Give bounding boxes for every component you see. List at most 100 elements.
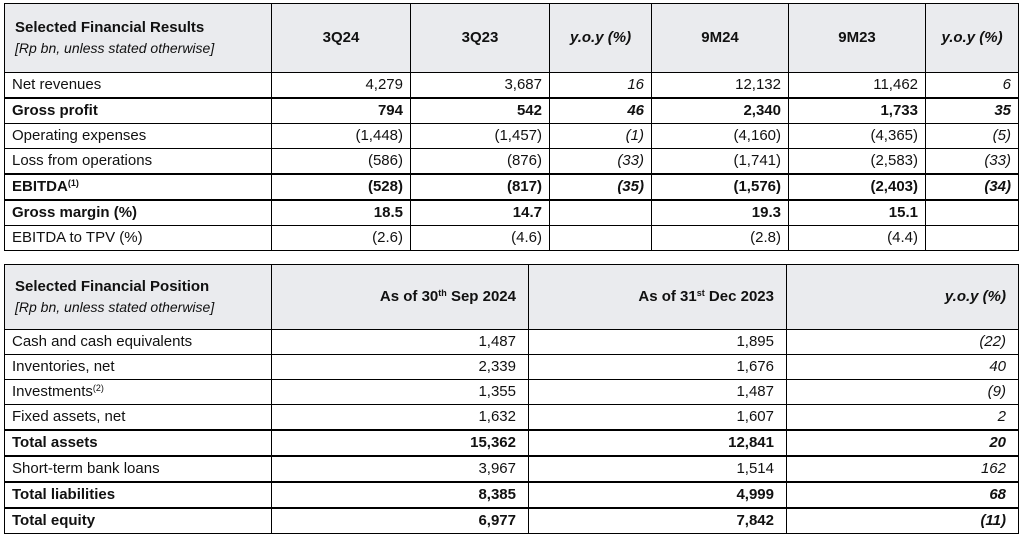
table-cell: 2,340 [651,97,789,124]
table-cell: (2,583) [788,148,926,175]
table-cell: 2,339 [271,354,529,380]
table-row: Gross margin (%) 18.5 14.7 19.3 15.1 [4,199,1019,226]
table-cell: 19.3 [651,199,789,226]
table-cell: 6 [925,72,1019,99]
table-cell: 162 [786,455,1019,483]
row-label: Operating expenses [4,123,272,149]
table-row: Total liabilities 8,385 4,999 68 [4,481,1019,509]
row-label: Short-term bank loans [4,455,272,483]
table-cell: (33) [925,148,1019,175]
column-header-text: As of 31 [638,288,697,305]
table-cell: 1,514 [528,455,787,483]
table-cell: 3,967 [271,455,529,483]
column-header-dec-2023: As of 31st Dec 2023 [528,264,787,330]
column-header-text: Sep 2024 [446,288,516,305]
table-cell: (2.6) [271,225,411,251]
table-cell: 40 [786,354,1019,380]
table-row: Loss from operations (586) (876) (33) (1… [4,148,1019,175]
row-label-text: EBITDA [12,178,68,195]
table-cell: (4.6) [410,225,550,251]
table-title: Selected Financial Results [15,19,205,36]
table-cell: (4,365) [788,123,926,149]
table-row: Investments(2) 1,355 1,487 (9) [4,379,1019,405]
table-title-cell: Selected Financial Position [Rp bn, unle… [4,264,272,330]
table-cell: 1,487 [528,379,787,405]
table-cell: (1,741) [651,148,789,175]
table-cell: (33) [549,148,652,175]
table-cell [925,199,1019,226]
table-cell: 7,842 [528,507,787,534]
row-label: Cash and cash equivalents [4,329,272,355]
table-cell [549,199,652,226]
table-header-row: Selected Financial Position [Rp bn, unle… [4,264,1019,330]
table-row: Cash and cash equivalents 1,487 1,895 (2… [4,329,1019,355]
row-label-text: Investments [12,383,93,400]
ordinal-suffix: st [696,288,705,298]
row-label: EBITDA to TPV (%) [4,225,272,251]
table-cell: 1,355 [271,379,529,405]
table-cell: (22) [786,329,1019,355]
table-cell: 2 [786,404,1019,431]
table-cell: 20 [786,429,1019,457]
table-cell: 15.1 [788,199,926,226]
table-cell: 15,362 [271,429,529,457]
table-cell: 4,999 [528,481,787,509]
table-row: Gross profit 794 542 46 2,340 1,733 35 [4,97,1019,124]
column-header-yoy-9m: y.o.y (%) [925,3,1019,73]
row-label: Investments(2) [4,379,272,405]
row-label: Inventories, net [4,354,272,380]
table-cell: (1,457) [410,123,550,149]
table-row: Operating expenses (1,448) (1,457) (1) (… [4,123,1019,149]
table-cell: 1,895 [528,329,787,355]
table-cell: (1) [549,123,652,149]
table-cell: (4,160) [651,123,789,149]
table-row: Total assets 15,362 12,841 20 [4,429,1019,457]
table-cell: (9) [786,379,1019,405]
table-cell: (11) [786,507,1019,534]
table-cell: 12,841 [528,429,787,457]
table-cell: 18.5 [271,199,411,226]
table-cell: 3,687 [410,72,550,99]
footnote-marker: (1) [67,178,79,188]
table-cell [549,225,652,251]
table-cell: 46 [549,97,652,124]
financial-position-table: Selected Financial Position [Rp bn, unle… [4,264,1019,534]
footnote-marker: (2) [92,383,104,393]
column-header-text: As of 30 [379,288,439,305]
table-cell: 16 [549,72,652,99]
table-header-row: Selected Financial Results [Rp bn, unles… [4,3,1019,73]
table-cell: (586) [271,148,411,175]
table-cell: 12,132 [651,72,789,99]
table-title: Selected Financial Position [15,278,210,295]
table-cell: 8,385 [271,481,529,509]
table-cell [925,225,1019,251]
row-label: Gross profit [4,97,272,124]
table-cell: 35 [925,97,1019,124]
table-row: Total equity 6,977 7,842 (11) [4,507,1019,534]
table-subtitle: [Rp bn, unless stated otherwise] [15,299,215,315]
table-cell: 11,462 [788,72,926,99]
table-cell: 6,977 [271,507,529,534]
table-cell: (876) [410,148,550,175]
column-header-yoy-quarter: y.o.y (%) [549,3,652,73]
row-label: EBITDA(1) [4,173,272,201]
ordinal-suffix: th [438,288,447,298]
table-cell: 542 [410,97,550,124]
column-header-3q23: 3Q23 [410,3,550,73]
table-cell: (2.8) [651,225,789,251]
table-cell: (35) [549,173,652,201]
column-header-sep-2024: As of 30th Sep 2024 [271,264,529,330]
row-label: Fixed assets, net [4,404,272,431]
table-cell: 4,279 [271,72,411,99]
financial-results-table: Selected Financial Results [Rp bn, unles… [4,3,1019,251]
table-cell: 1,607 [528,404,787,431]
table-cell: 1,632 [271,404,529,431]
column-header-yoy: y.o.y (%) [786,264,1019,330]
column-header-9m23: 9M23 [788,3,926,73]
table-cell: 14.7 [410,199,550,226]
table-cell: (528) [271,173,411,201]
table-cell: (34) [925,173,1019,201]
column-header-9m24: 9M24 [651,3,789,73]
table-cell: 1,733 [788,97,926,124]
table-cell: 68 [786,481,1019,509]
